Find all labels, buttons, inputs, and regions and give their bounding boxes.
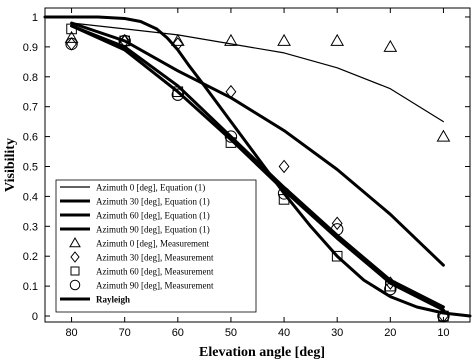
x-tick-label: 60 [172, 327, 184, 339]
series-line-0 [70, 22, 444, 123]
series-line-8 [43, 15, 472, 318]
plot-frame [44, 7, 471, 323]
y-tick-label: 1 [32, 12, 38, 24]
square-marker [119, 35, 130, 47]
square-marker [225, 137, 237, 148]
y-tick-label: 0.7 [23, 102, 38, 114]
x-tick-label: 80 [65, 327, 77, 339]
legend-label: Rayleigh [96, 295, 130, 305]
triangle-marker [277, 33, 291, 46]
diamond-marker [331, 216, 343, 231]
legend-label: Azimuth 60 [deg], Equation (1) [96, 211, 210, 221]
x-axis-title: Elevation angle [deg] [199, 345, 325, 360]
square-marker [331, 250, 343, 262]
x-tick-label: 40 [278, 327, 290, 339]
circle-marker [384, 282, 397, 296]
series-line-3 [70, 24, 445, 312]
triangle-marker [436, 129, 451, 142]
y-tick-label: 0 [32, 311, 38, 323]
legend-label: Azimuth 30 [deg], Measurement [96, 253, 214, 263]
y-tick-label: 0.1 [23, 281, 38, 293]
series-line-1 [70, 21, 445, 267]
legend-circle-icon [69, 279, 81, 291]
legend-label: Azimuth 90 [deg], Equation (1) [96, 225, 210, 235]
circle-marker [437, 309, 450, 323]
square-marker [66, 23, 77, 35]
triangle-marker [383, 39, 398, 52]
triangle-marker [170, 33, 185, 46]
circle-marker [118, 34, 131, 48]
circle-marker [330, 223, 344, 236]
legend-label: Azimuth 90 [deg], Measurement [96, 281, 214, 291]
y-tick-label: 0.3 [23, 221, 38, 233]
square-marker [438, 310, 449, 322]
legend-label: Azimuth 60 [deg], Measurement [96, 267, 214, 277]
legend-triangle-icon [69, 236, 81, 248]
legend-square-icon [70, 266, 80, 276]
x-tick-label: 50 [225, 327, 237, 339]
plot-markers [64, 23, 451, 323]
y-tick-label: 0.4 [23, 191, 38, 203]
y-tick-label: 0.6 [23, 132, 38, 144]
legend-label: Azimuth 30 [deg], Equation (1) [96, 197, 210, 207]
square-marker [278, 194, 290, 205]
circle-marker [224, 130, 238, 143]
circle-marker [65, 37, 78, 51]
x-tick-label: 20 [384, 327, 396, 339]
x-tick-label: 70 [119, 327, 131, 339]
circle-marker [277, 187, 291, 200]
plot-lines [43, 15, 472, 318]
legend-label: Azimuth 0 [deg], Measurement [96, 239, 209, 249]
diamond-marker [172, 37, 184, 51]
triangle-marker [330, 33, 345, 46]
y-tick-label: 0.8 [23, 72, 38, 84]
y-tick-label: 0.2 [23, 251, 38, 263]
y-axis-title: Visibility [3, 138, 18, 192]
circle-marker [171, 88, 185, 101]
series-line-2 [70, 24, 445, 309]
y-tick-label: 0.5 [23, 161, 38, 173]
legend: Azimuth 0 [deg], Equation (1) Azimuth 30 … [55, 179, 257, 313]
x-tick-label: 30 [331, 327, 343, 339]
axis-ticks: 80 70 60 50 40 30 20 10 0 0.1 0.2 0.3 0.4 0.5 0.6 0.7 0.… [23, 8, 470, 339]
diamond-marker [278, 159, 290, 174]
y-tick-label: 0.9 [23, 42, 38, 54]
x-tick-label: 10 [437, 327, 449, 339]
legend-diamond-icon [70, 251, 80, 263]
triangle-marker [64, 30, 79, 43]
legend-label: Azimuth 0 [deg], Equation (1) [96, 183, 205, 193]
triangle-marker [224, 33, 238, 46]
diamond-marker [225, 84, 237, 99]
